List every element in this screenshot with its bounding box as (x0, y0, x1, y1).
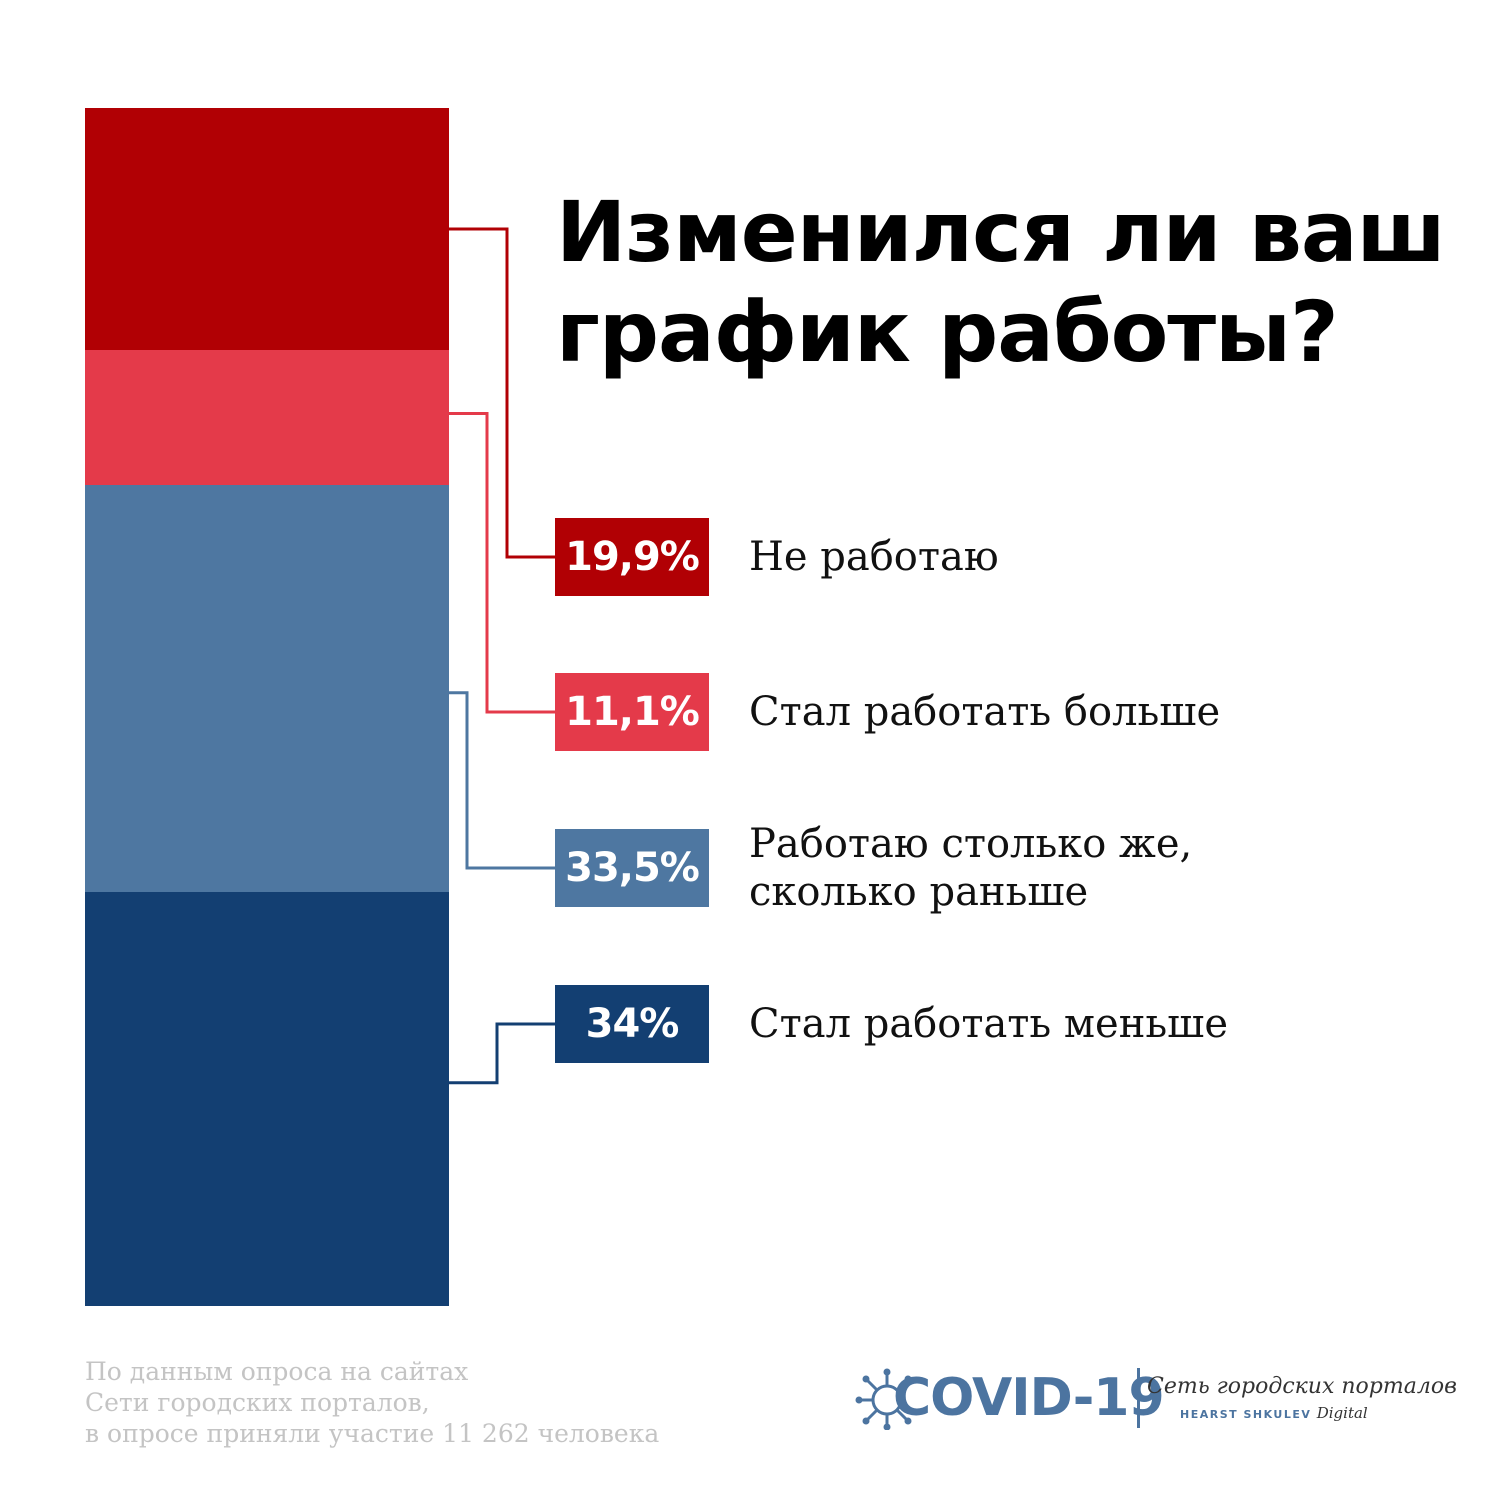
bar-segment-not-working (85, 108, 449, 351)
connector-line (449, 691, 555, 870)
label-line: Не работаю (749, 534, 999, 580)
title-line-1: Изменился ли ваш (556, 183, 1446, 281)
category-label-work-less: Стал работать меньше (749, 1000, 1449, 1048)
value-badge-work-less: 34% (555, 985, 709, 1063)
chart-title: Изменился ли ваш график работы? (556, 182, 1456, 382)
label-line: Работаю столько же, (749, 821, 1193, 867)
virus-icon (855, 1368, 912, 1430)
logo-brand: HEARST SHKULEV Digital (1180, 1404, 1368, 1422)
logo-divider (1137, 1368, 1140, 1428)
label-line: сколько раньше (749, 869, 1089, 915)
stacked-bar (85, 108, 449, 1307)
category-label-not-working: Не работаю (749, 533, 1449, 581)
logo-brand-suffix: Digital (1316, 1404, 1368, 1422)
title-line-2: график работы? (556, 283, 1339, 381)
value-badge-not-working: 19,9% (555, 518, 709, 596)
connector-line (449, 412, 555, 714)
logo-title: COVID-19 (893, 1368, 1165, 1428)
category-label-work-more: Стал работать больше (749, 688, 1449, 736)
source-line: в опросе приняли участие 11 262 человека (85, 1419, 660, 1448)
source-note: По данным опроса на сайтах Сети городски… (85, 1356, 659, 1449)
bar-segment-work-same (85, 485, 449, 893)
value-badge-work-same: 33,5% (555, 829, 709, 907)
connector-line (449, 1022, 555, 1085)
logo-brand-name: HEARST SHKULEV (1180, 1408, 1312, 1421)
label-line: Стал работать больше (749, 689, 1221, 735)
connector-line (449, 227, 555, 559)
logo-portal-name: Сеть городских порталов (1147, 1374, 1457, 1399)
source-line: Сети городских порталов, (85, 1388, 430, 1417)
value-badge-work-more: 11,1% (555, 673, 709, 751)
bar-segment-work-less (85, 892, 449, 1307)
source-line: По данным опроса на сайтах (85, 1357, 469, 1386)
category-label-work-same: Работаю столько же, сколько раньше (749, 820, 1449, 916)
label-line: Стал работать меньше (749, 1001, 1229, 1047)
bar-segment-work-more (85, 350, 449, 486)
